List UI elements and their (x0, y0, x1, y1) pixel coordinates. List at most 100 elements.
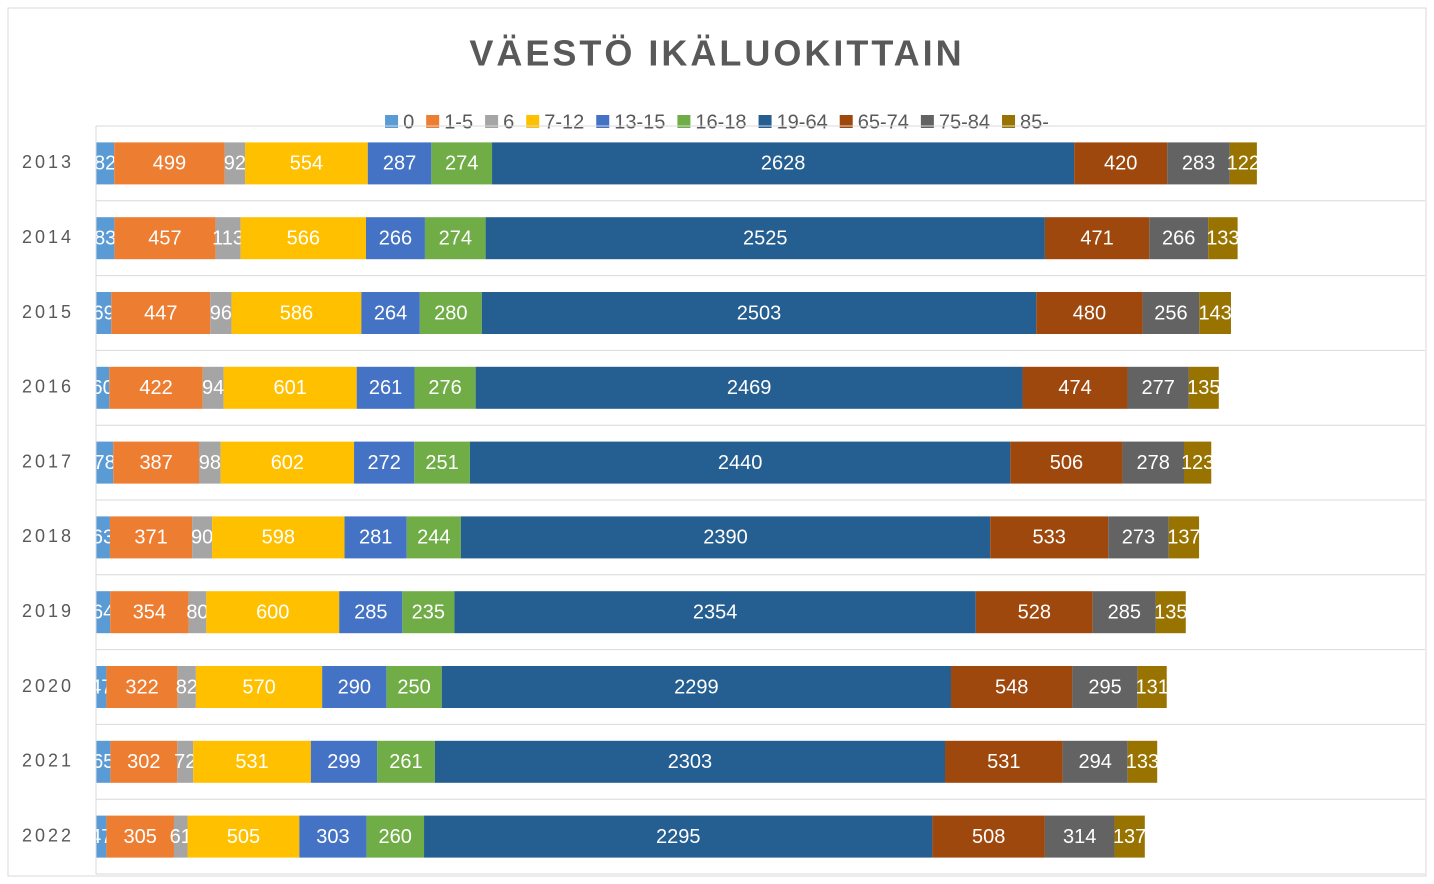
legend-swatch (385, 115, 399, 128)
value-label: 251 (425, 452, 458, 474)
value-label: 314 (1063, 826, 1096, 848)
value-label: 277 (1142, 377, 1175, 399)
bar-segment (454, 591, 976, 634)
bar-segment (945, 740, 1063, 783)
value-label: 474 (1058, 377, 1091, 399)
value-label: 508 (972, 826, 1005, 848)
value-label: 250 (397, 676, 430, 698)
value-label: 2525 (743, 227, 788, 249)
value-label: 554 (290, 153, 323, 175)
bar-segment (1208, 217, 1238, 260)
value-label: 531 (235, 751, 268, 773)
bar-segment (177, 740, 194, 783)
value-label: 2469 (727, 377, 772, 399)
value-label: 2295 (656, 826, 701, 848)
bar-segment (386, 666, 442, 708)
bar-segment (110, 740, 178, 783)
value-label: 480 (1073, 302, 1106, 324)
value-label: 322 (125, 676, 158, 698)
bar-segment (198, 441, 221, 484)
value-label: 65 (92, 751, 114, 773)
bar-segment (1229, 142, 1257, 185)
value-label: 2299 (674, 676, 719, 698)
bar-segment (195, 666, 323, 708)
bar-segment (377, 740, 435, 783)
bar-segment (975, 591, 1093, 634)
value-label: 82 (176, 676, 198, 698)
bar-segment (990, 516, 1109, 559)
legend-swatch (485, 115, 499, 128)
bar-segment (1142, 292, 1200, 334)
value-label: 601 (273, 377, 306, 399)
bar-segment (96, 142, 115, 185)
value-label: 387 (139, 452, 172, 474)
value-label: 94 (202, 377, 224, 399)
bar-segment (1127, 740, 1158, 783)
legend-label: 75-84 (939, 111, 990, 133)
bar-segment (111, 292, 211, 334)
value-label: 261 (369, 377, 402, 399)
value-label: 266 (379, 227, 412, 249)
legend: 0 1-5 6 7-12 13-15 16-18 19-64 65-74 75-84 85- (385, 111, 1049, 133)
value-label: 256 (1154, 302, 1187, 324)
bar-segment (240, 217, 367, 260)
bar-segment (1092, 591, 1156, 634)
bar-segment (1044, 217, 1150, 260)
value-label: 602 (271, 452, 304, 474)
y-tick-label: 2022 (22, 825, 74, 845)
value-label: 80 (186, 601, 208, 623)
bar-segment (344, 516, 407, 559)
legend-label: 6 (503, 111, 514, 133)
bar-segment (441, 666, 951, 708)
bar-segment (193, 740, 311, 783)
value-label: 133 (1206, 227, 1239, 249)
bar-segment (485, 217, 1045, 260)
bar-segment (96, 740, 111, 783)
bar-segment (1122, 441, 1185, 484)
value-label: 302 (127, 751, 160, 773)
value-label: 531 (987, 751, 1020, 773)
legend-label: 19-64 (777, 111, 828, 133)
value-label: 261 (389, 751, 422, 773)
value-label: 83 (94, 227, 116, 249)
value-label: 420 (1104, 153, 1137, 175)
bar-segment (414, 441, 470, 484)
value-label: 272 (367, 452, 400, 474)
legend-label: 16-18 (695, 111, 746, 133)
bar-segment (206, 591, 340, 634)
bar-segment (424, 217, 486, 260)
bar-segment (1188, 366, 1219, 409)
value-label: 143 (1198, 302, 1231, 324)
value-label: 122 (1227, 153, 1260, 175)
value-label: 598 (262, 527, 295, 549)
bar-segment (192, 516, 213, 559)
value-label: 137 (1167, 527, 1200, 549)
value-label: 505 (227, 826, 260, 848)
bar-segment (1072, 666, 1138, 708)
bar-segment (109, 366, 203, 409)
bar-segment (492, 142, 1075, 185)
bar-segment (414, 366, 476, 409)
value-label: 96 (210, 302, 232, 324)
bar-segment (1044, 815, 1115, 858)
bar-segment (106, 815, 174, 858)
value-label: 499 (153, 153, 186, 175)
value-label: 371 (134, 527, 167, 549)
bar-segment (431, 142, 493, 185)
bar-segment (96, 441, 114, 484)
value-label: 72 (174, 751, 196, 773)
y-tick-label: 2019 (22, 601, 74, 621)
legend-swatch (758, 115, 772, 128)
value-label: 98 (199, 452, 221, 474)
value-label: 283 (1182, 153, 1215, 175)
value-label: 354 (133, 601, 166, 623)
value-label: 2440 (718, 452, 763, 474)
bar-segment (220, 441, 355, 484)
value-label: 299 (327, 751, 360, 773)
legend-label: 13-15 (614, 111, 665, 133)
bar-segment (1022, 366, 1128, 409)
y-tick-label: 2014 (22, 227, 74, 247)
value-label: 295 (1088, 676, 1121, 698)
value-label: 2390 (703, 527, 748, 549)
